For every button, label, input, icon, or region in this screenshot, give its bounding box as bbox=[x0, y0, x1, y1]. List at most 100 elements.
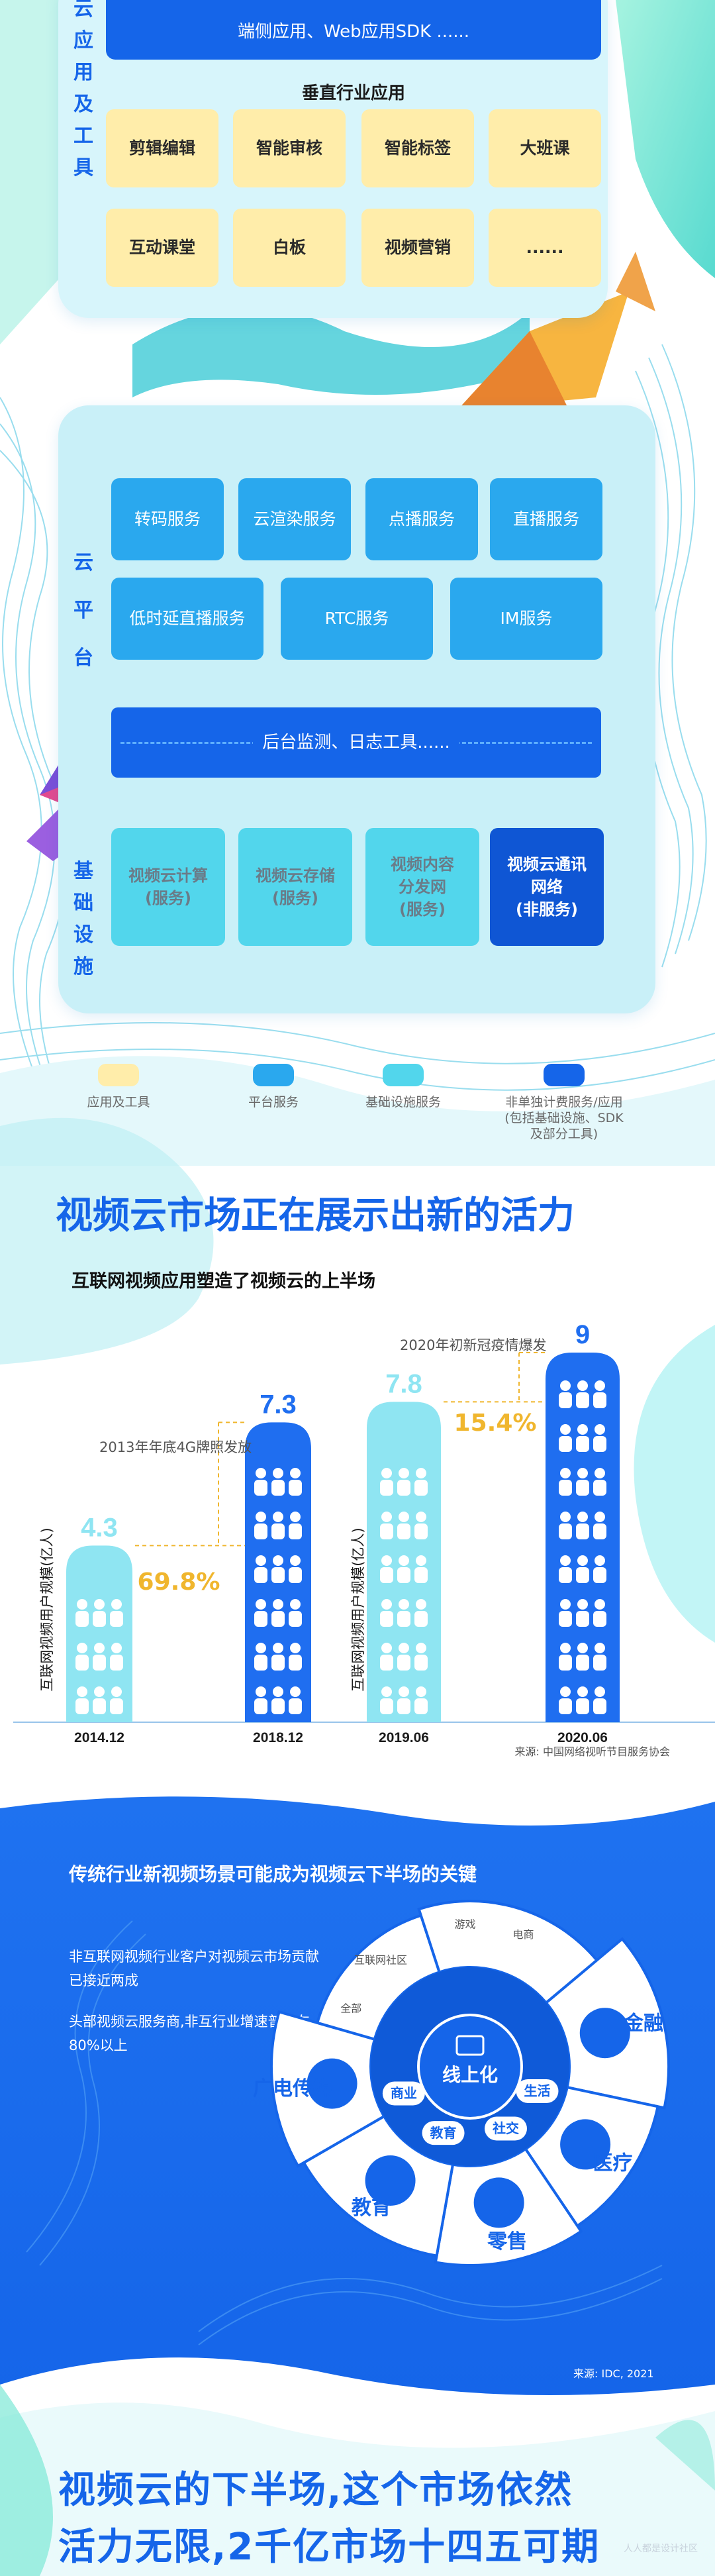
person-icon bbox=[560, 1468, 571, 1478]
annotation: 2013年年底4G牌照发放 bbox=[99, 1439, 252, 1455]
infra-tile: 视频云计算 (服务) bbox=[111, 828, 225, 946]
vertical-app-tile: 白板 bbox=[233, 209, 346, 287]
person-icon bbox=[595, 1468, 605, 1478]
industry-label: 金融 bbox=[623, 2012, 663, 2035]
x-tick-label: 2018.12 bbox=[253, 1730, 303, 1745]
person-icon bbox=[593, 1655, 606, 1671]
person-icon bbox=[256, 1643, 266, 1653]
bar-value-label: 7.8 bbox=[385, 1369, 422, 1398]
person-icon bbox=[110, 1655, 123, 1671]
legend: 应用及工具 平台服务 基础设施服务 非单独计费服务/应用 (包括基础设施、SDK… bbox=[0, 1064, 715, 1150]
person-icon bbox=[273, 1643, 283, 1653]
legend-item: 平台服务 bbox=[217, 1064, 330, 1110]
person-icon bbox=[256, 1512, 266, 1522]
platform-label-char: 平 bbox=[73, 599, 93, 622]
final-heading-line-1: 视频云的下半场,这个市场依然 bbox=[58, 2469, 573, 2512]
growth-label: 15.4% bbox=[454, 1410, 537, 1437]
person-icon bbox=[111, 1686, 122, 1697]
person-icon bbox=[414, 1480, 428, 1496]
person-icon bbox=[414, 1655, 428, 1671]
infra-tile-line: 分发网 bbox=[399, 878, 446, 896]
person-icon bbox=[593, 1611, 606, 1627]
person-icon bbox=[595, 1512, 605, 1522]
inner-ring-label: 教育 bbox=[430, 2125, 457, 2141]
person-icon bbox=[77, 1643, 87, 1653]
infra-tile-highlight: 视频云通讯 网络 (非服务) bbox=[490, 828, 604, 946]
person-icon bbox=[560, 1643, 571, 1653]
person-icon bbox=[416, 1468, 426, 1478]
legend-label: (包括基础设施、SDK bbox=[504, 1111, 624, 1125]
person-icon bbox=[576, 1480, 589, 1496]
person-icon bbox=[289, 1523, 302, 1539]
person-icon bbox=[399, 1686, 409, 1697]
person-icon bbox=[577, 1380, 588, 1391]
platform-service-tile: 云渲染服务 bbox=[238, 478, 351, 560]
person-icon bbox=[110, 1611, 123, 1627]
inner-ring-pill bbox=[485, 2116, 527, 2141]
person-icon bbox=[414, 1523, 428, 1539]
industry-label: 教育 bbox=[352, 2196, 391, 2220]
person-icon bbox=[397, 1655, 410, 1671]
watermark: 人人都是设计社区 bbox=[624, 2544, 698, 2554]
person-icon bbox=[75, 1698, 89, 1714]
person-icon bbox=[93, 1698, 106, 1714]
legend-item: 应用及工具 bbox=[62, 1064, 175, 1110]
vertical-app-tile: 大班课 bbox=[489, 109, 601, 187]
person-icon bbox=[111, 1599, 122, 1610]
person-icon bbox=[560, 1555, 571, 1566]
band-source: 来源: IDC, 2021 bbox=[573, 2367, 654, 2380]
legend-label: 非单独计费服务/应用 bbox=[505, 1095, 623, 1109]
person-icon bbox=[271, 1655, 285, 1671]
person-icon bbox=[559, 1698, 572, 1714]
person-icon bbox=[110, 1698, 123, 1714]
infra-tile-line: (服务) bbox=[399, 900, 446, 919]
user-scale-bar-chart: 4.3 2014.12 7.3 2018.12 7.8 2019.06 9 2020.06 互联… bbox=[13, 1320, 715, 1758]
legend-item: 非单独计费服务/应用 (包括基础设施、SDK 及部分工具) bbox=[487, 1064, 641, 1142]
person-icon bbox=[399, 1555, 409, 1566]
inner-ring-label: 生活 bbox=[524, 2083, 550, 2099]
y-axis-label: 互联网视频用户规模(亿人) bbox=[350, 1527, 366, 1691]
apps-side-label: 云 应 用 及 工 具 bbox=[70, 0, 97, 184]
person-icon bbox=[593, 1567, 606, 1583]
person-icon bbox=[254, 1611, 267, 1627]
person-icon bbox=[416, 1555, 426, 1566]
person-icon bbox=[256, 1599, 266, 1610]
person-icon bbox=[397, 1567, 410, 1583]
apps-label-char: 应 bbox=[73, 29, 93, 52]
person-icon bbox=[595, 1555, 605, 1566]
industry-icon bbox=[365, 2155, 416, 2206]
industry-label: 医疗 bbox=[593, 2151, 633, 2175]
small-sector-label: 互联网社区 bbox=[354, 1953, 407, 1966]
inner-ring-label: 社交 bbox=[492, 2120, 519, 2136]
platform-service-tile: RTC服务 bbox=[281, 578, 433, 660]
person-icon bbox=[380, 1523, 393, 1539]
chart-source: 来源: 中国网络视听节目服务协会 bbox=[515, 1745, 670, 1758]
person-icon bbox=[380, 1611, 393, 1627]
person-icon bbox=[381, 1599, 392, 1610]
person-icon bbox=[289, 1698, 302, 1714]
legend-label: 基础设施服务 bbox=[365, 1095, 441, 1109]
vertical-apps-title: 垂直行业应用 bbox=[301, 83, 405, 103]
person-icon bbox=[416, 1643, 426, 1653]
chart-subhead: 互联网视频应用塑造了视频云的上半场 bbox=[72, 1271, 375, 1292]
person-icon bbox=[271, 1698, 285, 1714]
person-icon bbox=[111, 1643, 122, 1653]
person-icon bbox=[560, 1599, 571, 1610]
person-icon bbox=[577, 1512, 588, 1522]
person-icon bbox=[254, 1480, 267, 1496]
legend-item: 基础设施服务 bbox=[347, 1064, 459, 1110]
person-icon bbox=[254, 1523, 267, 1539]
person-icon bbox=[290, 1555, 301, 1566]
industry-icon bbox=[473, 2177, 524, 2228]
person-icon bbox=[593, 1392, 606, 1408]
person-icon bbox=[416, 1512, 426, 1522]
person-icon bbox=[94, 1599, 105, 1610]
person-icon bbox=[397, 1611, 410, 1627]
person-icon bbox=[380, 1655, 393, 1671]
person-icon bbox=[559, 1611, 572, 1627]
platform-label-char: 台 bbox=[73, 646, 93, 670]
person-icon bbox=[577, 1555, 588, 1566]
small-sector-label: 游戏 bbox=[454, 1918, 475, 1930]
infra-label-char: 基 bbox=[73, 860, 93, 883]
